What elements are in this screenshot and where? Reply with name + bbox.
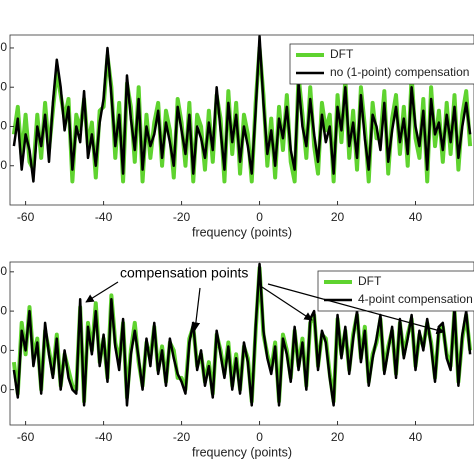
series-line — [12, 262, 472, 407]
y-tick-label: 100 — [0, 382, 7, 396]
y-tick-label: 300 — [0, 79, 7, 93]
axes-box — [9, 261, 474, 426]
legend-label: no (1-point) compensation — [330, 65, 469, 79]
arrow — [85, 281, 119, 303]
legend-label: 4-point compensation — [358, 292, 473, 306]
series-line — [12, 35, 472, 183]
x-tick-label: -40 — [95, 210, 113, 224]
x-axis-label: frequency (points) — [192, 445, 292, 459]
x-tick-label: 40 — [409, 210, 423, 224]
legend-label: DFT — [330, 47, 354, 61]
y-tick-label: 300 — [0, 303, 7, 317]
y-tick-label: 200 — [0, 343, 7, 357]
x-tick-label: 40 — [409, 430, 423, 444]
x-tick-label: 20 — [331, 430, 345, 444]
legend-label: DFT — [358, 274, 382, 288]
x-tick-label: 0 — [256, 430, 263, 444]
x-tick-label: -20 — [173, 430, 191, 444]
x-tick-label: 20 — [331, 210, 345, 224]
y-tick-label: 400 — [0, 40, 7, 54]
arrow — [261, 286, 313, 321]
legend-box — [289, 43, 474, 85]
x-tick-label: -60 — [17, 210, 35, 224]
y-tick-label: 400 — [0, 264, 7, 278]
x-axis-label: frequency (points) — [192, 225, 292, 239]
x-tick-label: -40 — [95, 430, 113, 444]
x-tick-label: -60 — [17, 430, 35, 444]
y-tick-label: 200 — [0, 119, 7, 133]
arrow — [267, 283, 445, 335]
annotation-arrows — [85, 281, 445, 335]
x-tick-label: -20 — [173, 210, 191, 224]
arrow — [191, 287, 201, 331]
annotation: compensation points — [120, 265, 248, 281]
y-tick-label: 100 — [0, 158, 7, 172]
axes-box — [9, 34, 474, 206]
x-tick-label: 0 — [256, 210, 263, 224]
